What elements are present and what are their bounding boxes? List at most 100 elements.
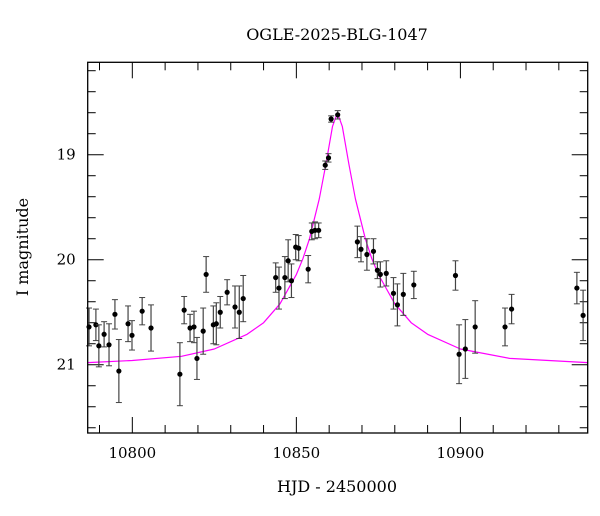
point-marker	[240, 295, 246, 302]
data-point	[232, 285, 239, 329]
data-point	[580, 289, 587, 342]
point-marker	[312, 227, 318, 233]
data-point	[217, 295, 224, 329]
point-marker	[452, 272, 459, 279]
data-point	[370, 238, 377, 265]
point-marker	[232, 304, 238, 310]
data-point	[363, 238, 370, 271]
point-marker	[200, 328, 206, 334]
point-marker	[305, 266, 311, 272]
point-marker	[322, 162, 328, 168]
point-marker	[364, 251, 370, 258]
point-marker	[177, 371, 183, 377]
data-point	[325, 153, 332, 163]
data-point	[357, 236, 364, 263]
data-point	[472, 300, 479, 354]
point-marker	[181, 307, 187, 313]
point-marker	[370, 248, 377, 254]
axis-ticks: 10800 10850 10900 19 20 21	[57, 62, 588, 462]
data-point	[128, 320, 135, 351]
point-marker	[411, 282, 417, 288]
point-marker	[203, 271, 209, 278]
point-marker	[390, 290, 397, 296]
point-marker	[285, 258, 291, 264]
point-marker	[462, 346, 468, 352]
data-point	[125, 305, 132, 343]
data-point	[213, 302, 220, 346]
chart-title: OGLE-2025-BLG-1047	[246, 25, 428, 44]
point-marker	[191, 324, 197, 330]
y-axis-label: I magnitude	[13, 198, 32, 296]
data-point	[308, 222, 315, 241]
point-marker	[139, 308, 145, 314]
data-point	[281, 256, 288, 300]
y-tick-label: 21	[57, 356, 76, 374]
data-point	[322, 160, 329, 170]
point-marker	[112, 311, 118, 317]
plot-frame	[87, 61, 589, 434]
data-point	[236, 285, 243, 339]
data-point	[295, 235, 302, 262]
point-marker	[508, 306, 515, 312]
data-point	[193, 336, 200, 380]
data-point	[288, 263, 295, 299]
point-marker	[106, 342, 112, 348]
point-marker	[116, 368, 122, 374]
data-point	[106, 323, 113, 367]
data-point	[456, 324, 463, 385]
point-marker	[335, 112, 341, 118]
data-point	[305, 255, 312, 284]
point-marker	[358, 246, 364, 252]
data-point	[400, 272, 407, 316]
data-point	[334, 110, 341, 120]
data-point	[101, 321, 108, 348]
y-tick-label: 19	[57, 146, 76, 164]
data-point	[285, 239, 292, 283]
data-point	[315, 222, 322, 239]
data-point	[148, 304, 155, 352]
y-tick-label: 20	[57, 251, 76, 269]
data-point	[390, 277, 397, 310]
point-marker	[236, 309, 242, 315]
data-point	[95, 324, 102, 368]
point-marker	[383, 270, 389, 276]
data-point	[573, 271, 580, 305]
point-marker	[273, 274, 279, 281]
point-marker	[456, 351, 462, 357]
point-marker	[400, 291, 406, 297]
data-point	[328, 115, 335, 123]
model-layer	[87, 112, 588, 364]
data-point	[181, 295, 188, 325]
data-point	[377, 261, 384, 288]
point-marker	[288, 278, 295, 284]
point-marker	[213, 321, 219, 327]
data-point	[200, 307, 207, 355]
data-point	[354, 225, 361, 259]
point-marker	[129, 332, 135, 338]
point-marker	[580, 312, 586, 318]
data-point	[508, 293, 515, 325]
data-point	[502, 307, 509, 347]
x-axis-label: HJD - 2450000	[277, 477, 397, 496]
point-marker	[472, 324, 478, 330]
data-point	[394, 283, 401, 327]
point-marker	[296, 245, 302, 251]
point-marker	[187, 325, 193, 331]
data-point	[115, 339, 122, 404]
x-tick-label: 10800	[108, 444, 156, 462]
data-point	[240, 274, 247, 323]
x-tick-label: 10850	[273, 444, 321, 462]
point-marker	[282, 274, 288, 281]
point-marker	[328, 116, 334, 122]
point-marker	[276, 285, 282, 291]
point-marker	[374, 267, 380, 273]
data-point	[452, 260, 459, 291]
data-point	[312, 221, 319, 240]
point-marker	[224, 289, 230, 295]
data-point	[176, 342, 183, 407]
point-marker	[96, 343, 102, 349]
data-point	[462, 319, 469, 379]
point-marker	[217, 309, 223, 315]
data-point	[139, 297, 146, 326]
